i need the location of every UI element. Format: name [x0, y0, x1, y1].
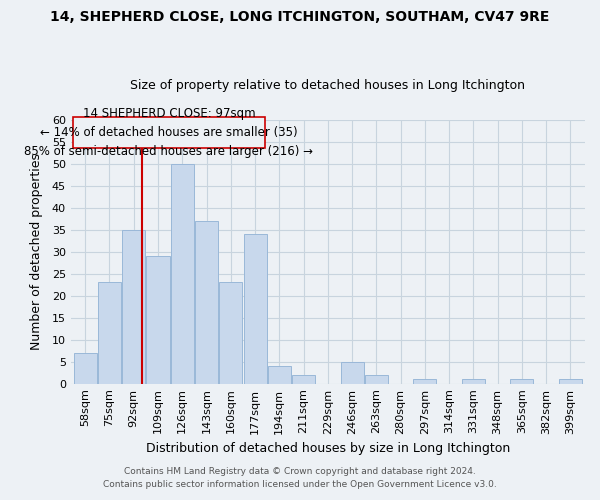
X-axis label: Distribution of detached houses by size in Long Itchington: Distribution of detached houses by size … [146, 442, 510, 455]
Bar [74, 353, 97, 384]
Bar [171, 164, 194, 384]
Bar [413, 380, 436, 384]
Bar [341, 362, 364, 384]
Bar [98, 282, 121, 384]
Bar [195, 221, 218, 384]
Text: 14 SHEPHERD CLOSE: 97sqm
← 14% of detached houses are smaller (35)
85% of semi-d: 14 SHEPHERD CLOSE: 97sqm ← 14% of detach… [25, 108, 313, 158]
Title: Size of property relative to detached houses in Long Itchington: Size of property relative to detached ho… [130, 79, 526, 92]
Y-axis label: Number of detached properties: Number of detached properties [31, 153, 43, 350]
Bar [146, 256, 170, 384]
Bar [292, 375, 315, 384]
Bar [219, 282, 242, 384]
Text: 14, SHEPHERD CLOSE, LONG ITCHINGTON, SOUTHAM, CV47 9RE: 14, SHEPHERD CLOSE, LONG ITCHINGTON, SOU… [50, 10, 550, 24]
Bar [122, 230, 145, 384]
Bar [511, 380, 533, 384]
Bar [268, 366, 291, 384]
Bar [365, 375, 388, 384]
Text: Contains HM Land Registry data © Crown copyright and database right 2024.
Contai: Contains HM Land Registry data © Crown c… [103, 468, 497, 489]
Bar [559, 380, 582, 384]
FancyBboxPatch shape [73, 118, 265, 148]
Bar [244, 234, 266, 384]
Bar [462, 380, 485, 384]
